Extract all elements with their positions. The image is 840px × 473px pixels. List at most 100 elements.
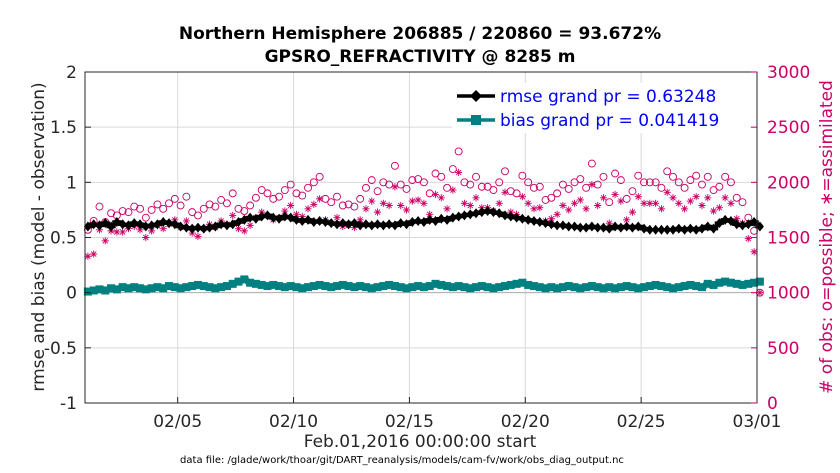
assimilated-count-point: [431, 190, 440, 199]
bias-series-point: [176, 284, 185, 293]
rmse-series-point: [553, 220, 562, 231]
bias-series-point: [338, 280, 347, 289]
possible-count-point: [564, 185, 573, 193]
rmse-series-point: [396, 218, 405, 229]
bias-series-point: [205, 283, 214, 292]
assimilated-count-point: [663, 188, 671, 196]
bias-series-point: [344, 282, 353, 291]
possible-count-point: [651, 178, 660, 187]
bias-series-point: [101, 286, 110, 295]
rmse-series-point: [472, 208, 481, 219]
bias-series-point: [448, 283, 457, 292]
rmse-series-point: [605, 223, 614, 234]
rmse-series-point: [170, 219, 179, 230]
bias-series-point: [246, 278, 255, 287]
possible-count-point: [130, 202, 139, 211]
rmse-series-point: [628, 222, 637, 233]
rmse-series-point: [101, 218, 110, 229]
bias-series-point: [170, 283, 179, 292]
rmse-series-point: [211, 221, 220, 232]
bias-series-point: [379, 282, 388, 291]
bias-series-point: [373, 283, 382, 292]
possible-count-point: [251, 193, 260, 202]
chart-title: Northern Hemisphere 206885 / 220860 = 93…: [179, 24, 661, 44]
rmse-series-point: [657, 224, 666, 235]
x-axis-ticks: 02/05 02/10 02/15 02/20 02/25 03/01: [153, 397, 782, 432]
assimilated-count-point: [501, 188, 509, 196]
bias-series-point: [309, 282, 318, 291]
possible-count-point: [107, 209, 116, 218]
bias-series-point: [147, 284, 156, 293]
y2-tick-label: 0: [767, 394, 778, 414]
assimilated-count-point: [426, 210, 434, 218]
possible-count-point: [495, 178, 504, 187]
bias-series-point: [472, 283, 481, 292]
y-tick-label: 2: [66, 63, 77, 83]
bias-series-point: [443, 282, 452, 291]
assimilated-count-point: [709, 207, 718, 215]
bias-series-point: [697, 283, 706, 292]
possible-count-point: [726, 178, 735, 187]
bias-series-point: [640, 283, 649, 292]
bias-series-point: [616, 283, 625, 292]
bias-series-point: [703, 279, 712, 288]
bias-series-point: [112, 285, 121, 294]
rmse-series-point: [466, 209, 475, 220]
possible-count-point: [188, 208, 197, 217]
y2-tick-label: 1000: [767, 284, 810, 304]
rmse-series-point: [130, 218, 139, 229]
bias-series-point: [744, 279, 753, 288]
assimilated-count-point: [385, 201, 393, 210]
bias-series-point: [541, 284, 550, 293]
assimilated-count-point: [84, 252, 92, 260]
bias-series-point: [587, 282, 596, 291]
rmse-series-point: [443, 214, 452, 225]
rmse-series-point: [738, 220, 747, 231]
rmse-series-point: [686, 223, 695, 234]
rmse-series-point: [333, 219, 341, 230]
possible-count-point: [390, 161, 399, 170]
assimilated-count-point: [101, 237, 109, 245]
assimilated-count-point: [472, 194, 480, 202]
bias-series-point: [495, 283, 504, 292]
bias-series-point: [304, 283, 313, 292]
rmse-series-point: [89, 219, 98, 230]
bias-series-point: [599, 284, 608, 293]
possible-count-point: [194, 211, 202, 220]
rmse-series-point: [541, 218, 550, 229]
bias-series-point: [217, 283, 226, 292]
bias-series-point: [385, 280, 394, 289]
rmse-series-point: [564, 221, 573, 232]
bias-series-point: [576, 284, 585, 293]
bias-series-point: [605, 283, 614, 292]
possible-count-point: [141, 213, 150, 222]
possible-count-point: [240, 207, 249, 215]
rmse-series-point: [669, 224, 677, 235]
possible-count-point: [373, 187, 382, 196]
legend-bias-marker: [471, 115, 481, 125]
bias-series-point: [234, 277, 243, 286]
rmse-series-point: [356, 220, 365, 231]
bias-series-point: [750, 278, 759, 287]
possible-count-point: [147, 205, 156, 214]
possible-count-point: [367, 176, 376, 185]
possible-count-point: [327, 198, 336, 207]
rmse-series-point: [715, 218, 724, 229]
bias-series-point: [570, 283, 579, 292]
bias-series-point: [437, 280, 446, 289]
bias-series-point: [553, 284, 562, 293]
rmse-series-point: [640, 223, 649, 234]
bias-series-point: [651, 280, 660, 289]
bias-series-point: [199, 282, 208, 291]
possible-count-point: [292, 189, 301, 198]
possible-count-point: [489, 186, 498, 195]
bias-series-point: [89, 286, 98, 295]
bias-series-point: [564, 282, 573, 291]
rmse-series-point: [385, 219, 394, 230]
assimilated-count-point: [605, 219, 613, 227]
possible-count-point: [118, 207, 127, 215]
possible-count-point: [535, 182, 544, 191]
rmse-series-point: [599, 222, 608, 233]
rmse-series-point: [321, 217, 330, 228]
rmse-series-point: [292, 214, 301, 225]
